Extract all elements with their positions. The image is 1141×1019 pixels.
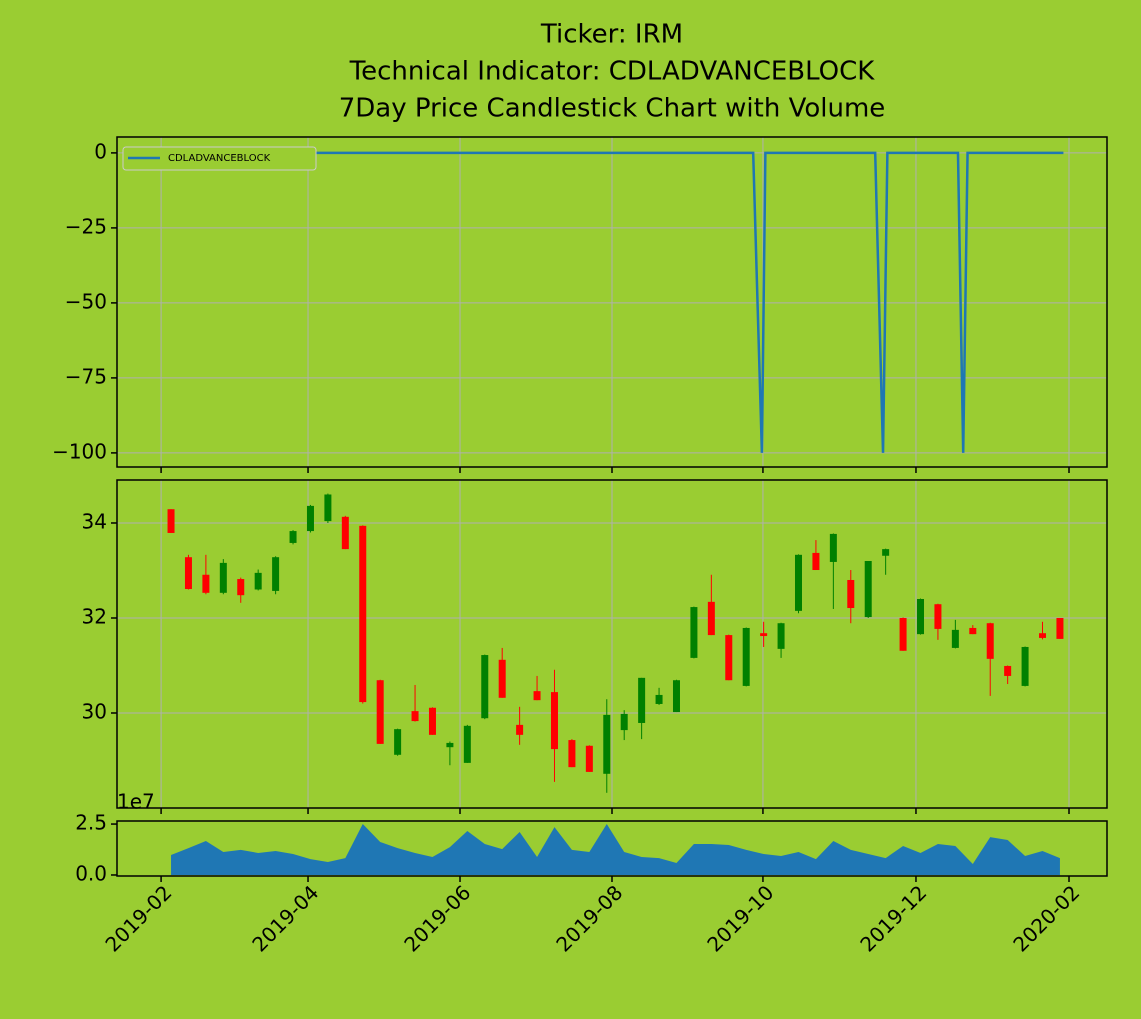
candle-body: [481, 655, 489, 719]
candle-body: [341, 516, 349, 550]
y-tick-label: 34: [82, 509, 107, 533]
candle-body: [202, 574, 210, 593]
y-tick-label: −100: [52, 439, 107, 463]
candle-body: [638, 677, 646, 723]
candle-body: [899, 617, 907, 651]
candle-body: [829, 533, 837, 562]
candle-body: [411, 711, 419, 722]
candle-body: [847, 579, 855, 609]
candle-body: [620, 713, 628, 731]
candle-body: [951, 629, 959, 648]
candle-body: [812, 552, 820, 571]
candle-body: [568, 740, 576, 768]
y-tick-label: 0: [94, 139, 107, 163]
candle-body: [167, 509, 175, 533]
candle-body: [969, 627, 977, 635]
candle-body: [1021, 646, 1029, 686]
candle-body: [324, 494, 332, 522]
candle-body: [934, 604, 942, 629]
offset-label: 1e7: [117, 790, 155, 814]
chart-title: 7Day Price Candlestick Chart with Volume: [339, 94, 886, 124]
chart-title: Technical Indicator: CDLADVANCEBLOCK: [349, 57, 876, 87]
candle-body: [794, 554, 802, 611]
y-tick-label: 0.0: [75, 861, 107, 885]
candle-body: [1056, 617, 1064, 639]
candle-body: [603, 714, 611, 774]
y-tick-label: −50: [65, 289, 107, 313]
y-tick-label: −25: [65, 214, 107, 238]
axes-frame: [116, 136, 1108, 468]
y-tick-label: −75: [65, 364, 107, 388]
candle-body: [672, 680, 680, 713]
candle-body: [272, 557, 280, 591]
candle-body: [760, 633, 768, 637]
candle-body: [359, 525, 367, 703]
y-tick-label: 2.5: [75, 811, 107, 835]
candle-body: [463, 725, 471, 763]
axes-frame: [116, 820, 1108, 877]
candle-body: [585, 745, 593, 772]
y-tick-label: 30: [82, 699, 107, 723]
candle-body: [917, 598, 925, 635]
candle-body: [1004, 665, 1012, 676]
candle-body: [428, 707, 436, 735]
y-tick-label: 32: [82, 604, 107, 628]
candle-body: [742, 627, 750, 686]
candle-body: [777, 623, 785, 649]
candle-body: [1039, 633, 1047, 638]
candle-body: [376, 680, 384, 744]
candle-body: [446, 742, 454, 748]
candle-body: [237, 579, 245, 596]
candle-body: [533, 691, 541, 701]
candle-body: [986, 623, 994, 659]
candle-body: [219, 562, 227, 593]
candle-body: [289, 531, 297, 543]
candle-body: [306, 505, 314, 532]
legend-box: [122, 146, 317, 171]
candle-body: [707, 601, 715, 636]
candle-body: [254, 572, 262, 590]
candle-body: [184, 557, 192, 590]
candle-body: [550, 692, 558, 750]
candle-body: [864, 560, 872, 618]
chart-title: Ticker: IRM: [540, 20, 683, 50]
candle-body: [690, 607, 698, 658]
line: [161, 151, 1064, 453]
candle-body: [882, 549, 890, 556]
candle-body: [516, 724, 524, 735]
candle-body: [655, 694, 663, 704]
candle-body: [725, 635, 733, 681]
candle-body: [394, 729, 402, 755]
candle-body: [498, 659, 506, 698]
axes-frame: [116, 479, 1108, 809]
volume-area: [171, 824, 1060, 875]
legend-label: CDLADVANCEBLOCK: [168, 153, 271, 164]
